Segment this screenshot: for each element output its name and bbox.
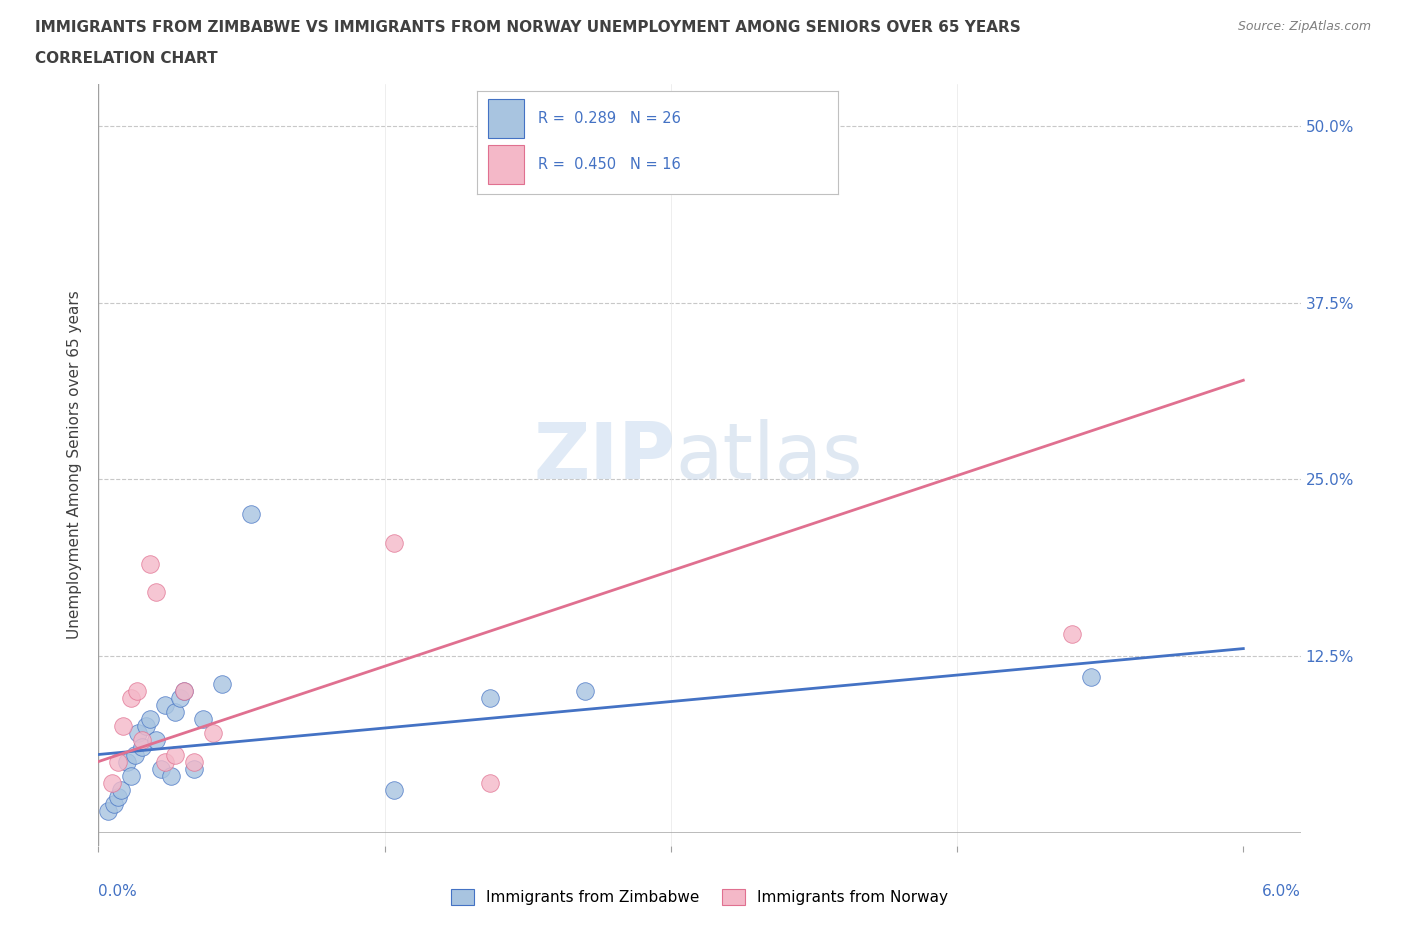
- Point: [101, 776, 124, 790]
- Point: [201, 726, 224, 741]
- Point: [382, 536, 405, 551]
- Point: [120, 691, 142, 706]
- Point: [128, 726, 150, 741]
- Point: [478, 776, 501, 790]
- Point: [139, 556, 162, 571]
- Text: 0.0%: 0.0%: [98, 884, 138, 899]
- Point: [115, 754, 138, 769]
- Point: [107, 754, 129, 769]
- Legend: Immigrants from Zimbabwe, Immigrants from Norway: Immigrants from Zimbabwe, Immigrants fro…: [444, 883, 955, 911]
- Point: [155, 754, 177, 769]
- Point: [169, 691, 191, 706]
- Point: [478, 691, 501, 706]
- Point: [574, 684, 596, 698]
- Point: [125, 684, 148, 698]
- Point: [139, 711, 162, 726]
- Text: CORRELATION CHART: CORRELATION CHART: [35, 51, 218, 66]
- Point: [382, 782, 405, 797]
- Point: [135, 719, 157, 734]
- Point: [193, 711, 215, 726]
- Point: [145, 733, 167, 748]
- Y-axis label: Unemployment Among Seniors over 65 years: Unemployment Among Seniors over 65 years: [67, 291, 83, 640]
- Point: [160, 768, 183, 783]
- Point: [211, 676, 233, 691]
- Text: atlas: atlas: [675, 419, 863, 496]
- Point: [1060, 627, 1083, 642]
- Point: [97, 804, 120, 818]
- Point: [1080, 670, 1102, 684]
- Text: ZIP: ZIP: [533, 419, 675, 496]
- Point: [110, 782, 132, 797]
- Point: [173, 684, 195, 698]
- Point: [173, 684, 195, 698]
- Point: [112, 719, 135, 734]
- Point: [107, 790, 129, 804]
- Point: [163, 747, 186, 762]
- Point: [103, 796, 125, 811]
- Point: [145, 585, 167, 600]
- Point: [150, 761, 173, 776]
- Point: [120, 768, 142, 783]
- Point: [131, 740, 153, 755]
- Point: [163, 705, 186, 720]
- Point: [183, 761, 205, 776]
- Point: [155, 698, 177, 712]
- Text: Source: ZipAtlas.com: Source: ZipAtlas.com: [1237, 20, 1371, 33]
- Text: IMMIGRANTS FROM ZIMBABWE VS IMMIGRANTS FROM NORWAY UNEMPLOYMENT AMONG SENIORS OV: IMMIGRANTS FROM ZIMBABWE VS IMMIGRANTS F…: [35, 20, 1021, 35]
- Point: [124, 747, 146, 762]
- Text: 6.0%: 6.0%: [1261, 884, 1301, 899]
- Point: [131, 733, 153, 748]
- Point: [240, 507, 263, 522]
- Point: [183, 754, 205, 769]
